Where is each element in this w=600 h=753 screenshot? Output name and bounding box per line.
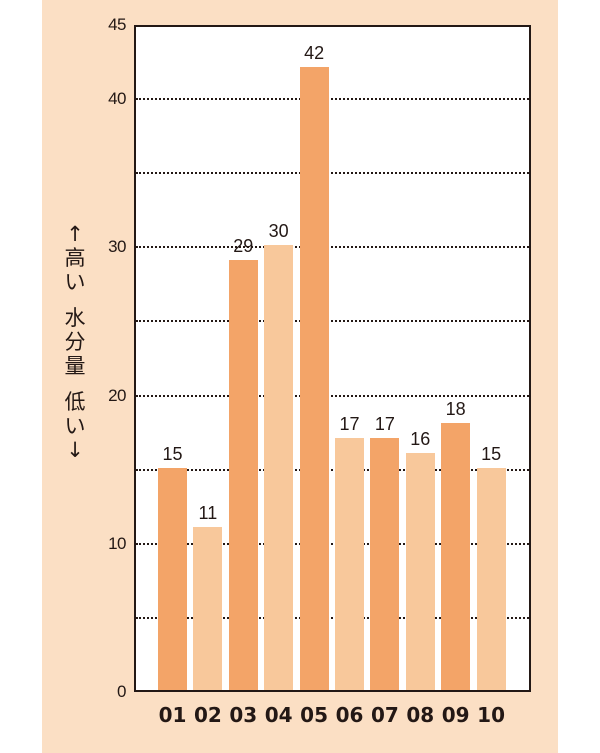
x-tick-label: 10 bbox=[477, 703, 506, 727]
x-tick-label: 08 bbox=[406, 703, 435, 727]
x-tick-label: 01 bbox=[158, 703, 187, 727]
y-tick-label: 10 bbox=[108, 533, 126, 553]
bar-value-label: 16 bbox=[410, 428, 431, 449]
bar-02 bbox=[193, 526, 223, 690]
bar-04 bbox=[264, 245, 294, 690]
gridline bbox=[136, 172, 529, 175]
y-tick-label: 40 bbox=[108, 89, 126, 109]
bar-05 bbox=[299, 67, 329, 690]
bar-value-label: 15 bbox=[481, 443, 502, 464]
y-label-char bbox=[62, 294, 88, 306]
y-label-char: 分 bbox=[64, 330, 86, 354]
gridline bbox=[136, 616, 529, 619]
bar-03 bbox=[228, 260, 258, 690]
y-label-char: 水 bbox=[64, 306, 86, 330]
x-tick-label: 05 bbox=[300, 703, 329, 727]
bar-09 bbox=[441, 423, 471, 690]
bar-value-label: 11 bbox=[198, 502, 218, 523]
y-tick-label: 0 bbox=[117, 682, 126, 701]
bar-value-label: 18 bbox=[445, 399, 466, 420]
y-axis-label: ↑ 高い 水分量 低い ↓ bbox=[62, 222, 88, 462]
bar-01 bbox=[158, 467, 187, 690]
y-label-char: い bbox=[64, 270, 86, 294]
gridline bbox=[136, 542, 529, 545]
x-tick-label: 07 bbox=[370, 703, 399, 727]
bar-value-label: 15 bbox=[162, 443, 183, 464]
y-tick-label: 20 bbox=[108, 385, 126, 405]
x-tick-label: 04 bbox=[264, 703, 293, 727]
bar-value-label: 17 bbox=[339, 414, 360, 435]
y-label-char: 低 bbox=[64, 390, 86, 414]
y-label-char: い bbox=[64, 414, 86, 438]
bar-value-label: 17 bbox=[374, 414, 395, 435]
bar-06 bbox=[335, 438, 364, 690]
bar-value-label: 30 bbox=[268, 221, 289, 242]
y-label-char: 量 bbox=[64, 354, 86, 378]
bar-08 bbox=[405, 452, 435, 690]
y-label-char: ↓ bbox=[66, 438, 84, 462]
y-label-char: 高 bbox=[64, 246, 86, 270]
y-tick-label: 30 bbox=[108, 237, 126, 257]
bar-value-label: 42 bbox=[304, 43, 325, 64]
y-label-char bbox=[62, 378, 88, 390]
bar-value-label: 29 bbox=[233, 236, 254, 257]
x-tick-label: 02 bbox=[193, 703, 222, 727]
bar-10 bbox=[476, 467, 506, 690]
plot-area bbox=[134, 25, 531, 692]
x-tick-label: 09 bbox=[441, 703, 470, 727]
gridline bbox=[136, 320, 529, 323]
x-tick-label: 03 bbox=[229, 703, 258, 727]
gridline bbox=[136, 98, 529, 101]
gridline bbox=[136, 468, 529, 471]
y-tick-label: 45 bbox=[108, 15, 126, 34]
x-tick-label: 06 bbox=[335, 703, 364, 727]
y-label-char: ↑ bbox=[66, 222, 84, 246]
gridline bbox=[136, 246, 529, 249]
bar-07 bbox=[370, 438, 400, 690]
gridline bbox=[136, 394, 529, 397]
